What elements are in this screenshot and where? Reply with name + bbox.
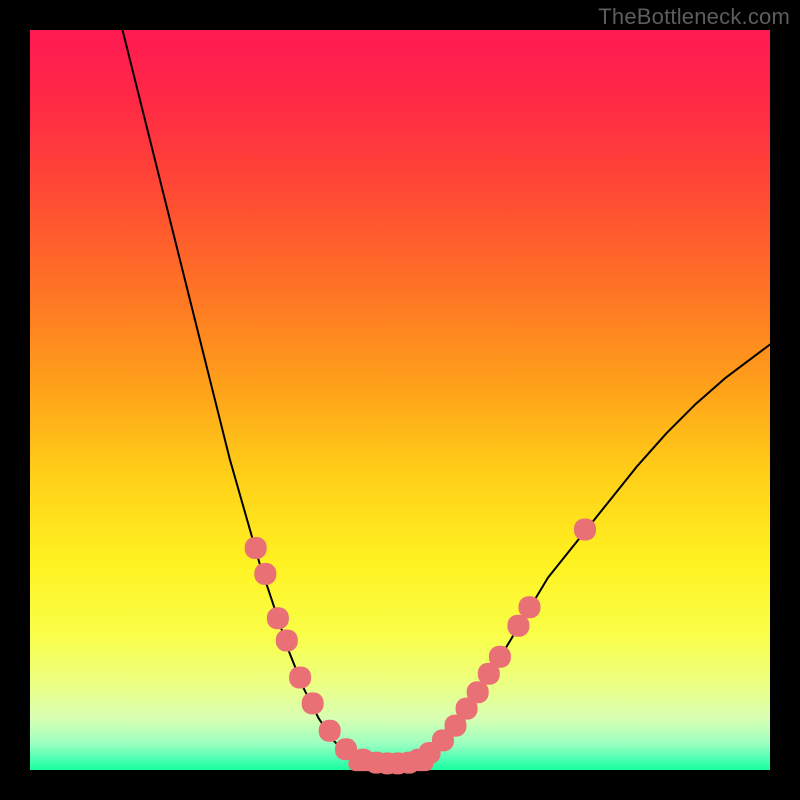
data-marker xyxy=(267,607,289,629)
data-marker xyxy=(289,667,311,689)
chart-container: TheBottleneck.com xyxy=(0,0,800,800)
data-marker xyxy=(276,630,298,652)
data-marker xyxy=(319,720,341,742)
data-marker xyxy=(245,537,267,559)
watermark-label: TheBottleneck.com xyxy=(598,4,790,30)
chart-svg xyxy=(0,0,800,800)
data-marker xyxy=(302,692,324,714)
plot-gradient xyxy=(30,30,770,770)
data-marker xyxy=(489,646,511,668)
data-marker xyxy=(254,563,276,585)
data-marker xyxy=(467,681,489,703)
data-marker xyxy=(507,615,529,637)
data-marker xyxy=(574,519,596,541)
data-marker xyxy=(519,596,541,618)
